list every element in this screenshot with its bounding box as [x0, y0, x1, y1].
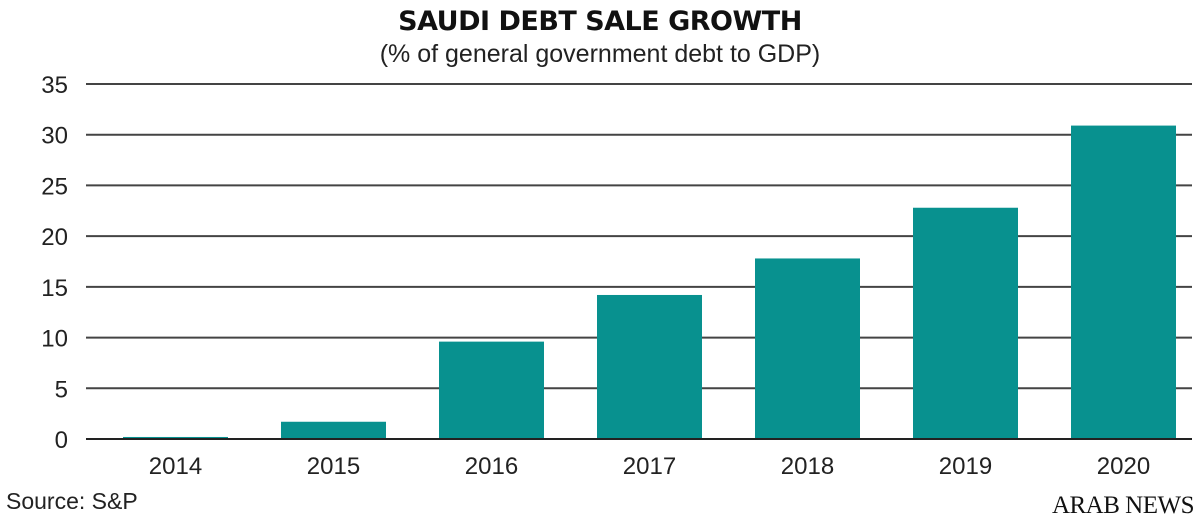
x-tick-label: 2014: [149, 453, 202, 480]
bar-2018: [755, 258, 860, 438]
x-tick-label: 2016: [465, 453, 518, 480]
bar-2017: [597, 294, 702, 438]
bar-2016: [439, 341, 544, 438]
x-tick-label: 2015: [307, 453, 360, 480]
source-note: Source: S&P: [6, 488, 138, 514]
arab-news-logo: ARAB NEWS: [1051, 492, 1195, 519]
bar-2019: [913, 207, 1018, 438]
y-tick-label: 10: [41, 326, 68, 353]
x-tick-label: 2018: [781, 453, 834, 480]
bar-2015: [281, 421, 386, 438]
x-tick-label: 2019: [939, 453, 992, 480]
y-tick-label: 25: [41, 173, 68, 200]
bar-2014: [123, 436, 228, 438]
chart-title: SAUDI DEBT SALE GROWTH: [398, 6, 802, 37]
x-tick-label: 2020: [1097, 453, 1150, 480]
y-tick-label: 35: [41, 72, 68, 99]
y-tick-label: 5: [55, 376, 68, 403]
bar-2020: [1071, 125, 1176, 438]
chart-subtitle: (% of general government debt to GDP): [379, 40, 821, 68]
y-tick-label: 30: [41, 123, 68, 150]
y-tick-label: 15: [41, 275, 68, 302]
y-tick-label: 0: [55, 427, 68, 454]
x-tick-label: 2017: [623, 453, 676, 480]
y-tick-label: 20: [41, 224, 68, 251]
